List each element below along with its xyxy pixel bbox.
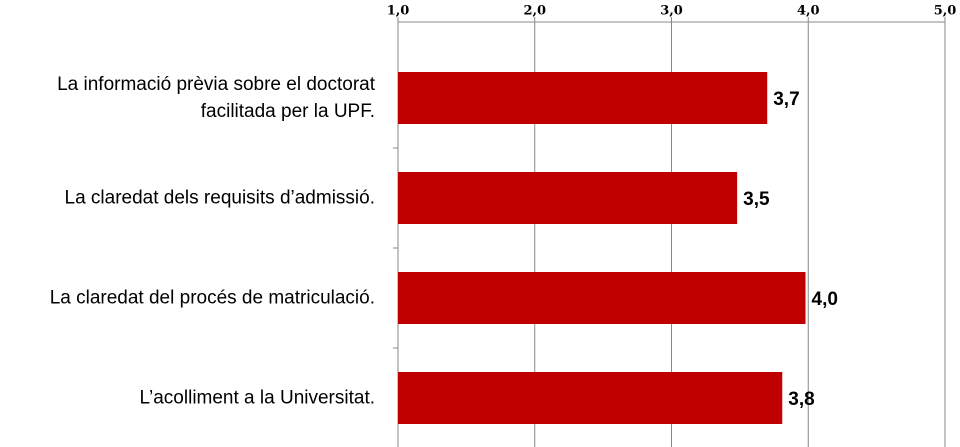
bar — [398, 372, 783, 424]
value-label: 3,8 — [788, 389, 814, 410]
x-tick-label: 2,0 — [523, 4, 546, 19]
category-label: La informació prèvia sobre el doctorat f… — [57, 74, 375, 122]
category-label: La claredat dels requisits d’admissió. — [64, 187, 376, 209]
value-label: 3,5 — [743, 189, 770, 210]
bar — [398, 72, 768, 124]
value-label: 4,0 — [812, 289, 838, 310]
x-tick-label: 1,0 — [387, 4, 410, 19]
category-label: La claredat del procés de matriculació. — [49, 287, 375, 309]
value-label: 3,7 — [773, 89, 799, 110]
bar — [398, 272, 806, 324]
category-label: L’acolliment a la Universitat. — [139, 387, 376, 409]
x-tick-label: 5,0 — [934, 4, 957, 19]
bar — [398, 172, 738, 224]
x-tick-label: 3,0 — [660, 4, 683, 19]
x-tick-label: 4,0 — [797, 4, 820, 19]
